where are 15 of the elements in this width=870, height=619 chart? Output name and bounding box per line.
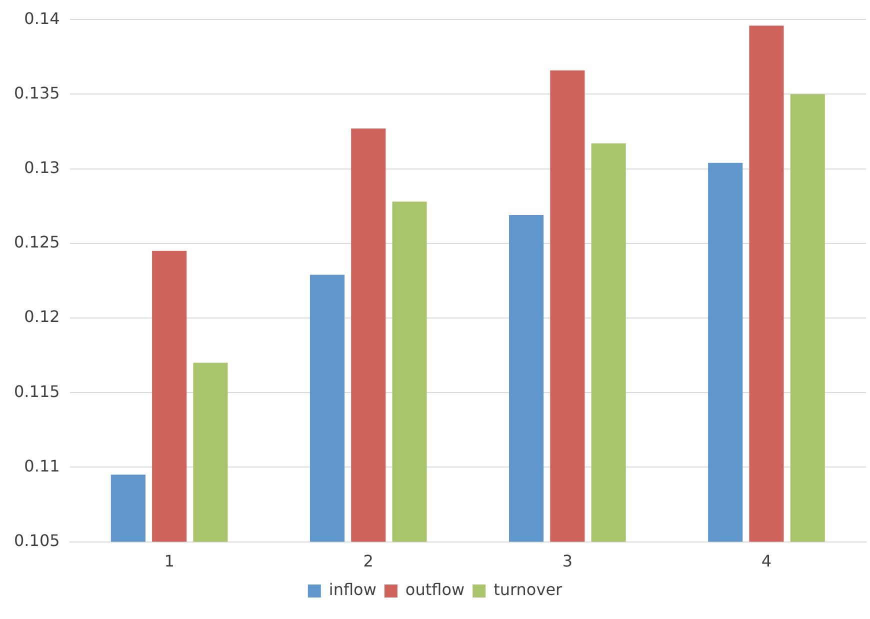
x-tick-label: 1 — [164, 552, 174, 571]
y-tick-label: 0.13 — [24, 158, 60, 177]
y-tick-label: 0.125 — [14, 232, 60, 252]
x-tick-label: 2 — [363, 552, 374, 571]
y-tick-label: 0.12 — [24, 307, 60, 326]
legend-label: outflow — [405, 580, 465, 600]
y-tick-label: 0.135 — [14, 83, 60, 102]
y-tick-label: 0.14 — [24, 8, 60, 28]
x-tick-label: 3 — [562, 552, 573, 571]
y-tick-label: 0.11 — [24, 456, 60, 476]
y-tick-label: 0.105 — [14, 530, 60, 550]
x-tick-label: 4 — [761, 552, 772, 571]
legend-label: turnover — [494, 580, 563, 600]
y-tick-label: 0.115 — [14, 382, 60, 401]
legend-label: inflow — [328, 580, 376, 600]
